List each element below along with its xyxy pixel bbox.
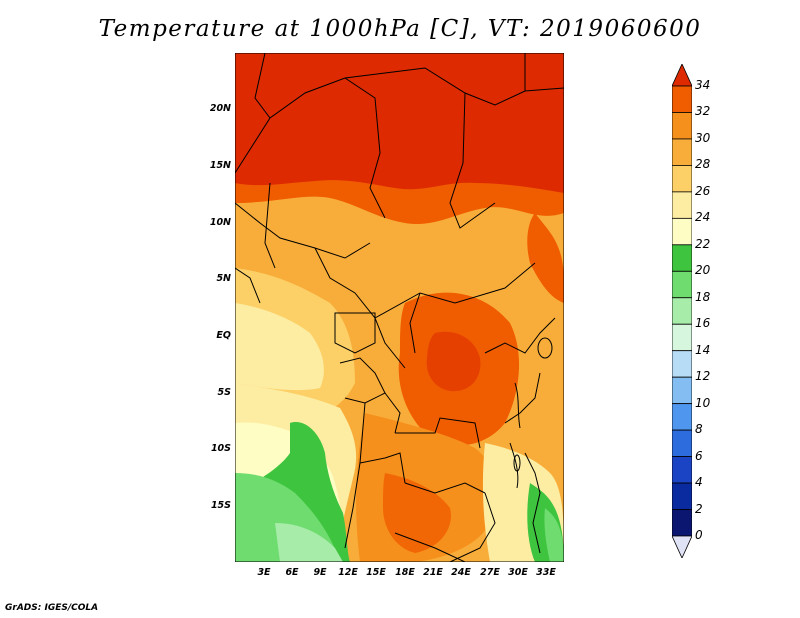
colorbar-label-26: 26	[695, 183, 711, 198]
colorbar-label-18: 18	[695, 289, 711, 304]
colorbar	[672, 64, 692, 558]
colorbar-band-6	[672, 429, 692, 457]
lon-label-24e: 24E	[451, 567, 471, 578]
temperature-map	[235, 53, 564, 562]
colorbar-label-0: 0	[695, 528, 703, 542]
colorbar-label-20: 20	[695, 263, 711, 278]
lat-label-5s: 5S	[217, 387, 231, 398]
lon-label-9e: 9E	[313, 567, 327, 578]
lat-label-10n: 10N	[209, 217, 231, 228]
colorbar-band-26	[672, 165, 692, 193]
colorbar-label-6: 6	[695, 448, 703, 463]
colorbar-band-8	[672, 403, 692, 431]
colorbar-label-22: 22	[695, 236, 711, 251]
colorbar-band-12	[672, 350, 692, 378]
colorbar-band-24	[672, 191, 692, 219]
colorbar-band-4	[672, 456, 692, 484]
lat-label-10s: 10S	[210, 443, 231, 454]
colorbar-band-10	[672, 376, 692, 405]
lat-label-eq: EQ	[216, 330, 231, 341]
lat-label-15s: 15S	[210, 500, 231, 511]
colorbar-label-24: 24	[695, 210, 711, 225]
colorbar-band-14	[672, 323, 692, 352]
colorbar-label-8: 8	[695, 422, 703, 437]
map-title: Temperature at 1000hPa [C], VT: 20190606…	[98, 16, 702, 42]
colorbar-label-32: 32	[695, 104, 711, 119]
lon-label-15e: 15E	[366, 567, 386, 578]
colorbar-top-arrow	[672, 64, 692, 87]
lon-label-3e: 3E	[257, 567, 271, 578]
lon-label-27e: 27E	[480, 567, 500, 578]
lat-label-20n: 20N	[209, 103, 231, 114]
lat-label-5n: 5N	[216, 273, 231, 284]
colorbar-label-4: 4	[695, 475, 703, 490]
lon-label-21e: 21E	[423, 567, 443, 578]
colorbar-band-20	[672, 244, 692, 272]
colorbar-bottom-arrow	[672, 535, 692, 558]
colorbar-band-28	[672, 138, 692, 166]
lon-label-30e: 30E	[508, 567, 528, 578]
grads-credit: GrADS: IGES/COLA	[5, 603, 99, 613]
colorbar-band-30	[672, 112, 692, 140]
colorbar-label-2: 2	[695, 501, 703, 516]
colorbar-label-28: 28	[695, 157, 711, 172]
lon-label-18e: 18E	[395, 567, 415, 578]
colorbar-label-12: 12	[695, 369, 711, 384]
colorbar-band-2	[672, 482, 692, 510]
colorbar-band-32	[672, 85, 692, 113]
lon-label-12e: 12E	[338, 567, 358, 578]
lat-label-15n: 15N	[209, 160, 231, 171]
colorbar-band-0	[672, 509, 692, 537]
lon-label-33e: 33E	[536, 567, 556, 578]
colorbar-label-34: 34	[695, 78, 711, 92]
colorbar-label-10: 10	[695, 395, 711, 410]
colorbar-label-16: 16	[695, 316, 711, 331]
lon-label-6e: 6E	[285, 567, 299, 578]
colorbar-label-14: 14	[695, 342, 711, 357]
colorbar-band-18	[672, 270, 692, 299]
colorbar-band-16	[672, 297, 692, 325]
colorbar-label-30: 30	[695, 130, 711, 145]
colorbar-band-22	[672, 217, 692, 246]
